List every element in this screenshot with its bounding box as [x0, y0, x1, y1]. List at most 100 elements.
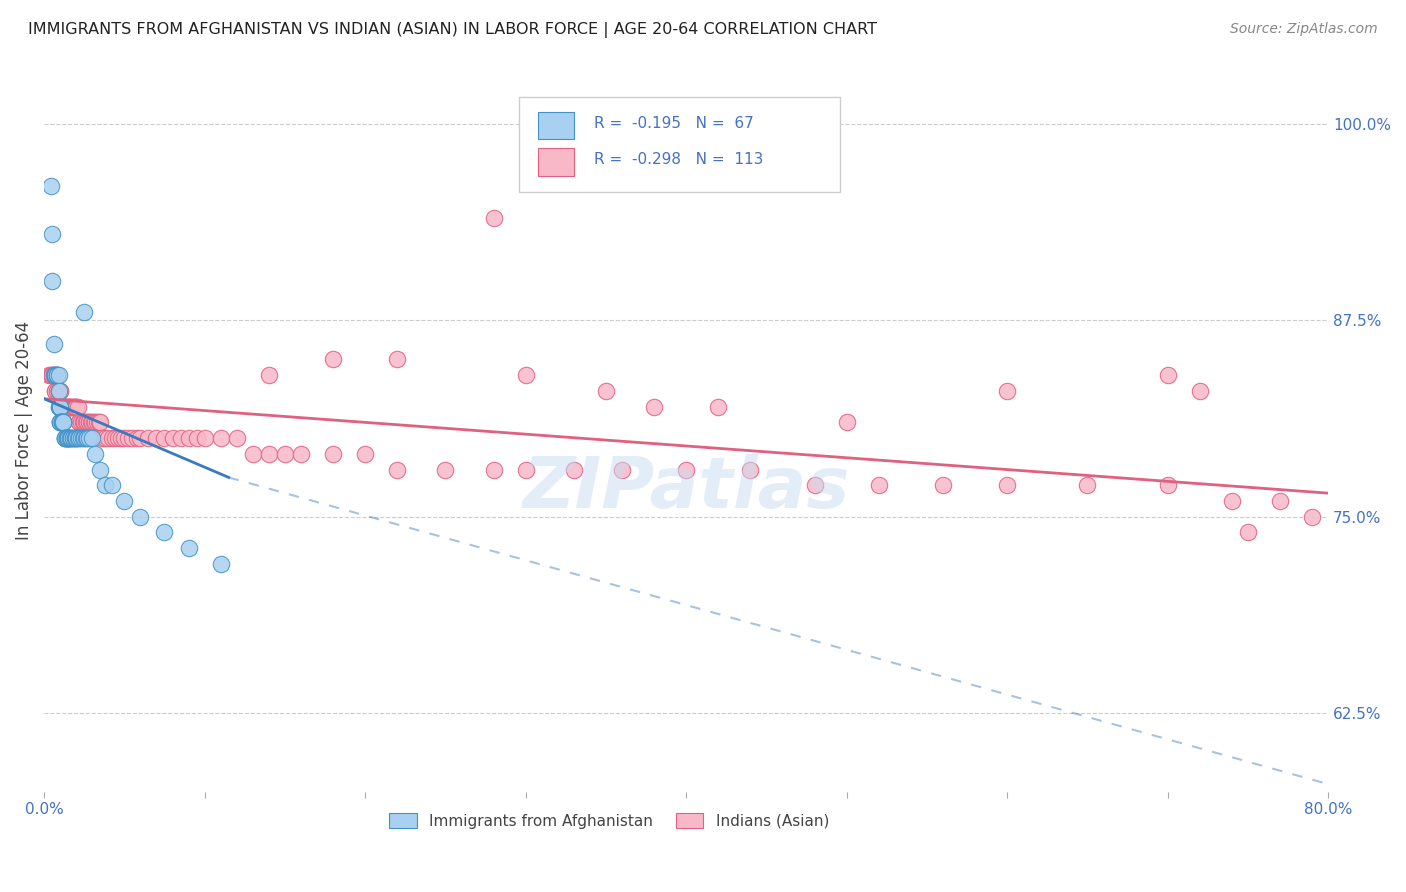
Point	[932, 478, 955, 492]
Point	[42, 336, 65, 351]
Point	[53, 431, 76, 445]
Point	[48, 384, 70, 398]
Point	[48, 384, 70, 398]
Point	[643, 400, 665, 414]
Point	[82, 416, 104, 430]
Point	[186, 431, 208, 445]
Point	[44, 384, 66, 398]
Point	[1076, 478, 1098, 492]
Point	[868, 478, 890, 492]
Point	[110, 431, 132, 445]
Point	[41, 368, 63, 383]
Point	[515, 368, 537, 383]
Legend: Immigrants from Afghanistan, Indians (Asian): Immigrants from Afghanistan, Indians (As…	[384, 807, 835, 835]
Point	[52, 416, 75, 430]
Point	[41, 227, 63, 241]
Point	[322, 447, 344, 461]
Point	[387, 352, 409, 367]
Point	[77, 431, 100, 445]
Point	[52, 400, 75, 414]
Point	[60, 431, 83, 445]
Point	[48, 368, 70, 383]
Point	[42, 368, 65, 383]
Point	[72, 416, 94, 430]
Point	[41, 274, 63, 288]
Point	[46, 368, 69, 383]
Point	[87, 416, 110, 430]
Point	[53, 431, 76, 445]
Point	[100, 431, 122, 445]
Point	[59, 431, 82, 445]
Point	[257, 447, 280, 461]
Point	[46, 368, 69, 383]
Point	[49, 400, 72, 414]
Point	[94, 478, 117, 492]
Point	[77, 416, 100, 430]
Point	[48, 384, 70, 398]
Point	[53, 431, 76, 445]
Point	[51, 416, 73, 430]
Point	[46, 384, 69, 398]
Point	[67, 431, 90, 445]
Point	[225, 431, 247, 445]
Point	[73, 416, 96, 430]
Point	[60, 400, 83, 414]
Point	[63, 431, 86, 445]
Point	[76, 416, 98, 430]
Point	[63, 400, 86, 414]
Point	[209, 557, 232, 571]
Point	[49, 416, 72, 430]
Point	[49, 384, 72, 398]
Point	[112, 431, 135, 445]
Point	[49, 384, 72, 398]
Point	[62, 431, 84, 445]
Point	[482, 211, 505, 225]
Point	[129, 431, 152, 445]
Text: Source: ZipAtlas.com: Source: ZipAtlas.com	[1230, 22, 1378, 37]
Point	[138, 431, 160, 445]
Point	[51, 416, 73, 430]
Point	[52, 416, 75, 430]
Point	[79, 416, 101, 430]
Point	[65, 400, 87, 414]
Point	[209, 431, 232, 445]
Point	[145, 431, 167, 445]
Point	[62, 431, 84, 445]
Point	[84, 416, 107, 430]
Point	[70, 431, 93, 445]
Point	[56, 400, 79, 414]
Point	[562, 462, 585, 476]
Point	[1301, 509, 1323, 524]
Point	[1237, 525, 1260, 540]
Point	[49, 416, 72, 430]
Point	[1220, 494, 1243, 508]
Point	[39, 368, 62, 383]
Point	[53, 400, 76, 414]
Point	[39, 179, 62, 194]
Point	[62, 400, 84, 414]
Point	[56, 431, 79, 445]
Y-axis label: In Labor Force | Age 20-64: In Labor Force | Age 20-64	[15, 321, 32, 540]
Point	[49, 400, 72, 414]
Point	[75, 416, 97, 430]
Point	[48, 400, 70, 414]
Point	[76, 431, 98, 445]
Point	[44, 384, 66, 398]
Point	[84, 447, 107, 461]
Point	[803, 478, 825, 492]
FancyBboxPatch shape	[519, 97, 841, 192]
Point	[46, 368, 69, 383]
Point	[675, 462, 697, 476]
Point	[41, 368, 63, 383]
Point	[59, 400, 82, 414]
Point	[65, 431, 87, 445]
Point	[72, 431, 94, 445]
Point	[55, 431, 77, 445]
Point	[177, 541, 200, 556]
Point	[53, 431, 76, 445]
Point	[63, 431, 86, 445]
Point	[44, 368, 66, 383]
Point	[94, 431, 117, 445]
Point	[112, 494, 135, 508]
Point	[995, 384, 1018, 398]
